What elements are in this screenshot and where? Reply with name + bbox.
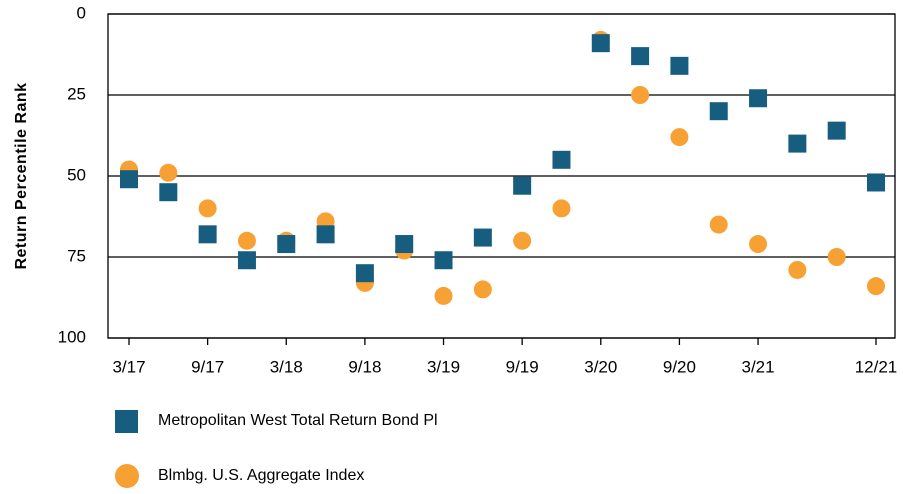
square-point xyxy=(670,56,689,75)
x-tick-label: 9/17 xyxy=(191,357,224,376)
square-point xyxy=(355,264,374,283)
legend-label: Blmbg. U.S. Aggregate Index xyxy=(158,467,364,484)
x-tick-label: 9/18 xyxy=(348,357,381,376)
square-point xyxy=(631,47,650,66)
x-tick-label: 9/19 xyxy=(506,357,539,376)
circle-point xyxy=(709,215,728,234)
square-point xyxy=(749,89,768,108)
legend-marker xyxy=(115,410,138,433)
circle-point xyxy=(473,280,492,299)
square-point xyxy=(867,173,885,192)
y-tick-label: 0 xyxy=(77,3,86,22)
square-point xyxy=(120,170,138,189)
circle-point xyxy=(434,286,453,305)
square-point xyxy=(827,121,846,140)
circle-point xyxy=(670,128,689,147)
legend-marker xyxy=(115,464,139,488)
circle-point xyxy=(198,199,217,218)
circle-point xyxy=(513,231,532,250)
circle-point xyxy=(867,277,885,296)
square-point xyxy=(788,134,807,153)
square-point xyxy=(591,34,610,53)
square-point xyxy=(277,235,296,254)
legend-label: Metropolitan West Total Return Bond Pl xyxy=(158,412,438,429)
y-tick-label: 75 xyxy=(67,246,86,265)
square-point xyxy=(513,176,532,195)
square-point xyxy=(316,225,335,244)
square-point xyxy=(473,228,492,247)
x-tick-label: 9/20 xyxy=(663,357,696,376)
circle-point xyxy=(749,235,768,254)
square-point xyxy=(237,251,256,270)
circle-point xyxy=(552,199,571,218)
circle-point xyxy=(159,163,178,182)
circle-point xyxy=(827,248,846,266)
x-tick-label: 3/21 xyxy=(742,357,775,376)
square-point xyxy=(434,251,453,270)
y-tick-label: 50 xyxy=(67,165,86,184)
square-point xyxy=(198,225,217,244)
circle-point xyxy=(631,86,650,104)
plot-frame xyxy=(107,13,896,339)
circle-point xyxy=(237,231,256,250)
square-point xyxy=(552,150,571,169)
y-axis-label: Return Percentile Rank xyxy=(13,82,30,269)
x-tick-label: 3/20 xyxy=(584,357,617,376)
x-tick-label: 3/19 xyxy=(427,357,460,376)
y-tick-label: 25 xyxy=(67,84,86,103)
square-point xyxy=(159,183,178,202)
square-point xyxy=(709,102,728,121)
y-tick-label: 100 xyxy=(58,327,86,346)
x-tick-label: 12/21 xyxy=(855,357,898,376)
x-tick-label: 3/17 xyxy=(112,357,145,376)
x-tick-label: 3/18 xyxy=(270,357,303,376)
square-point xyxy=(395,235,414,254)
circle-point xyxy=(788,260,807,279)
